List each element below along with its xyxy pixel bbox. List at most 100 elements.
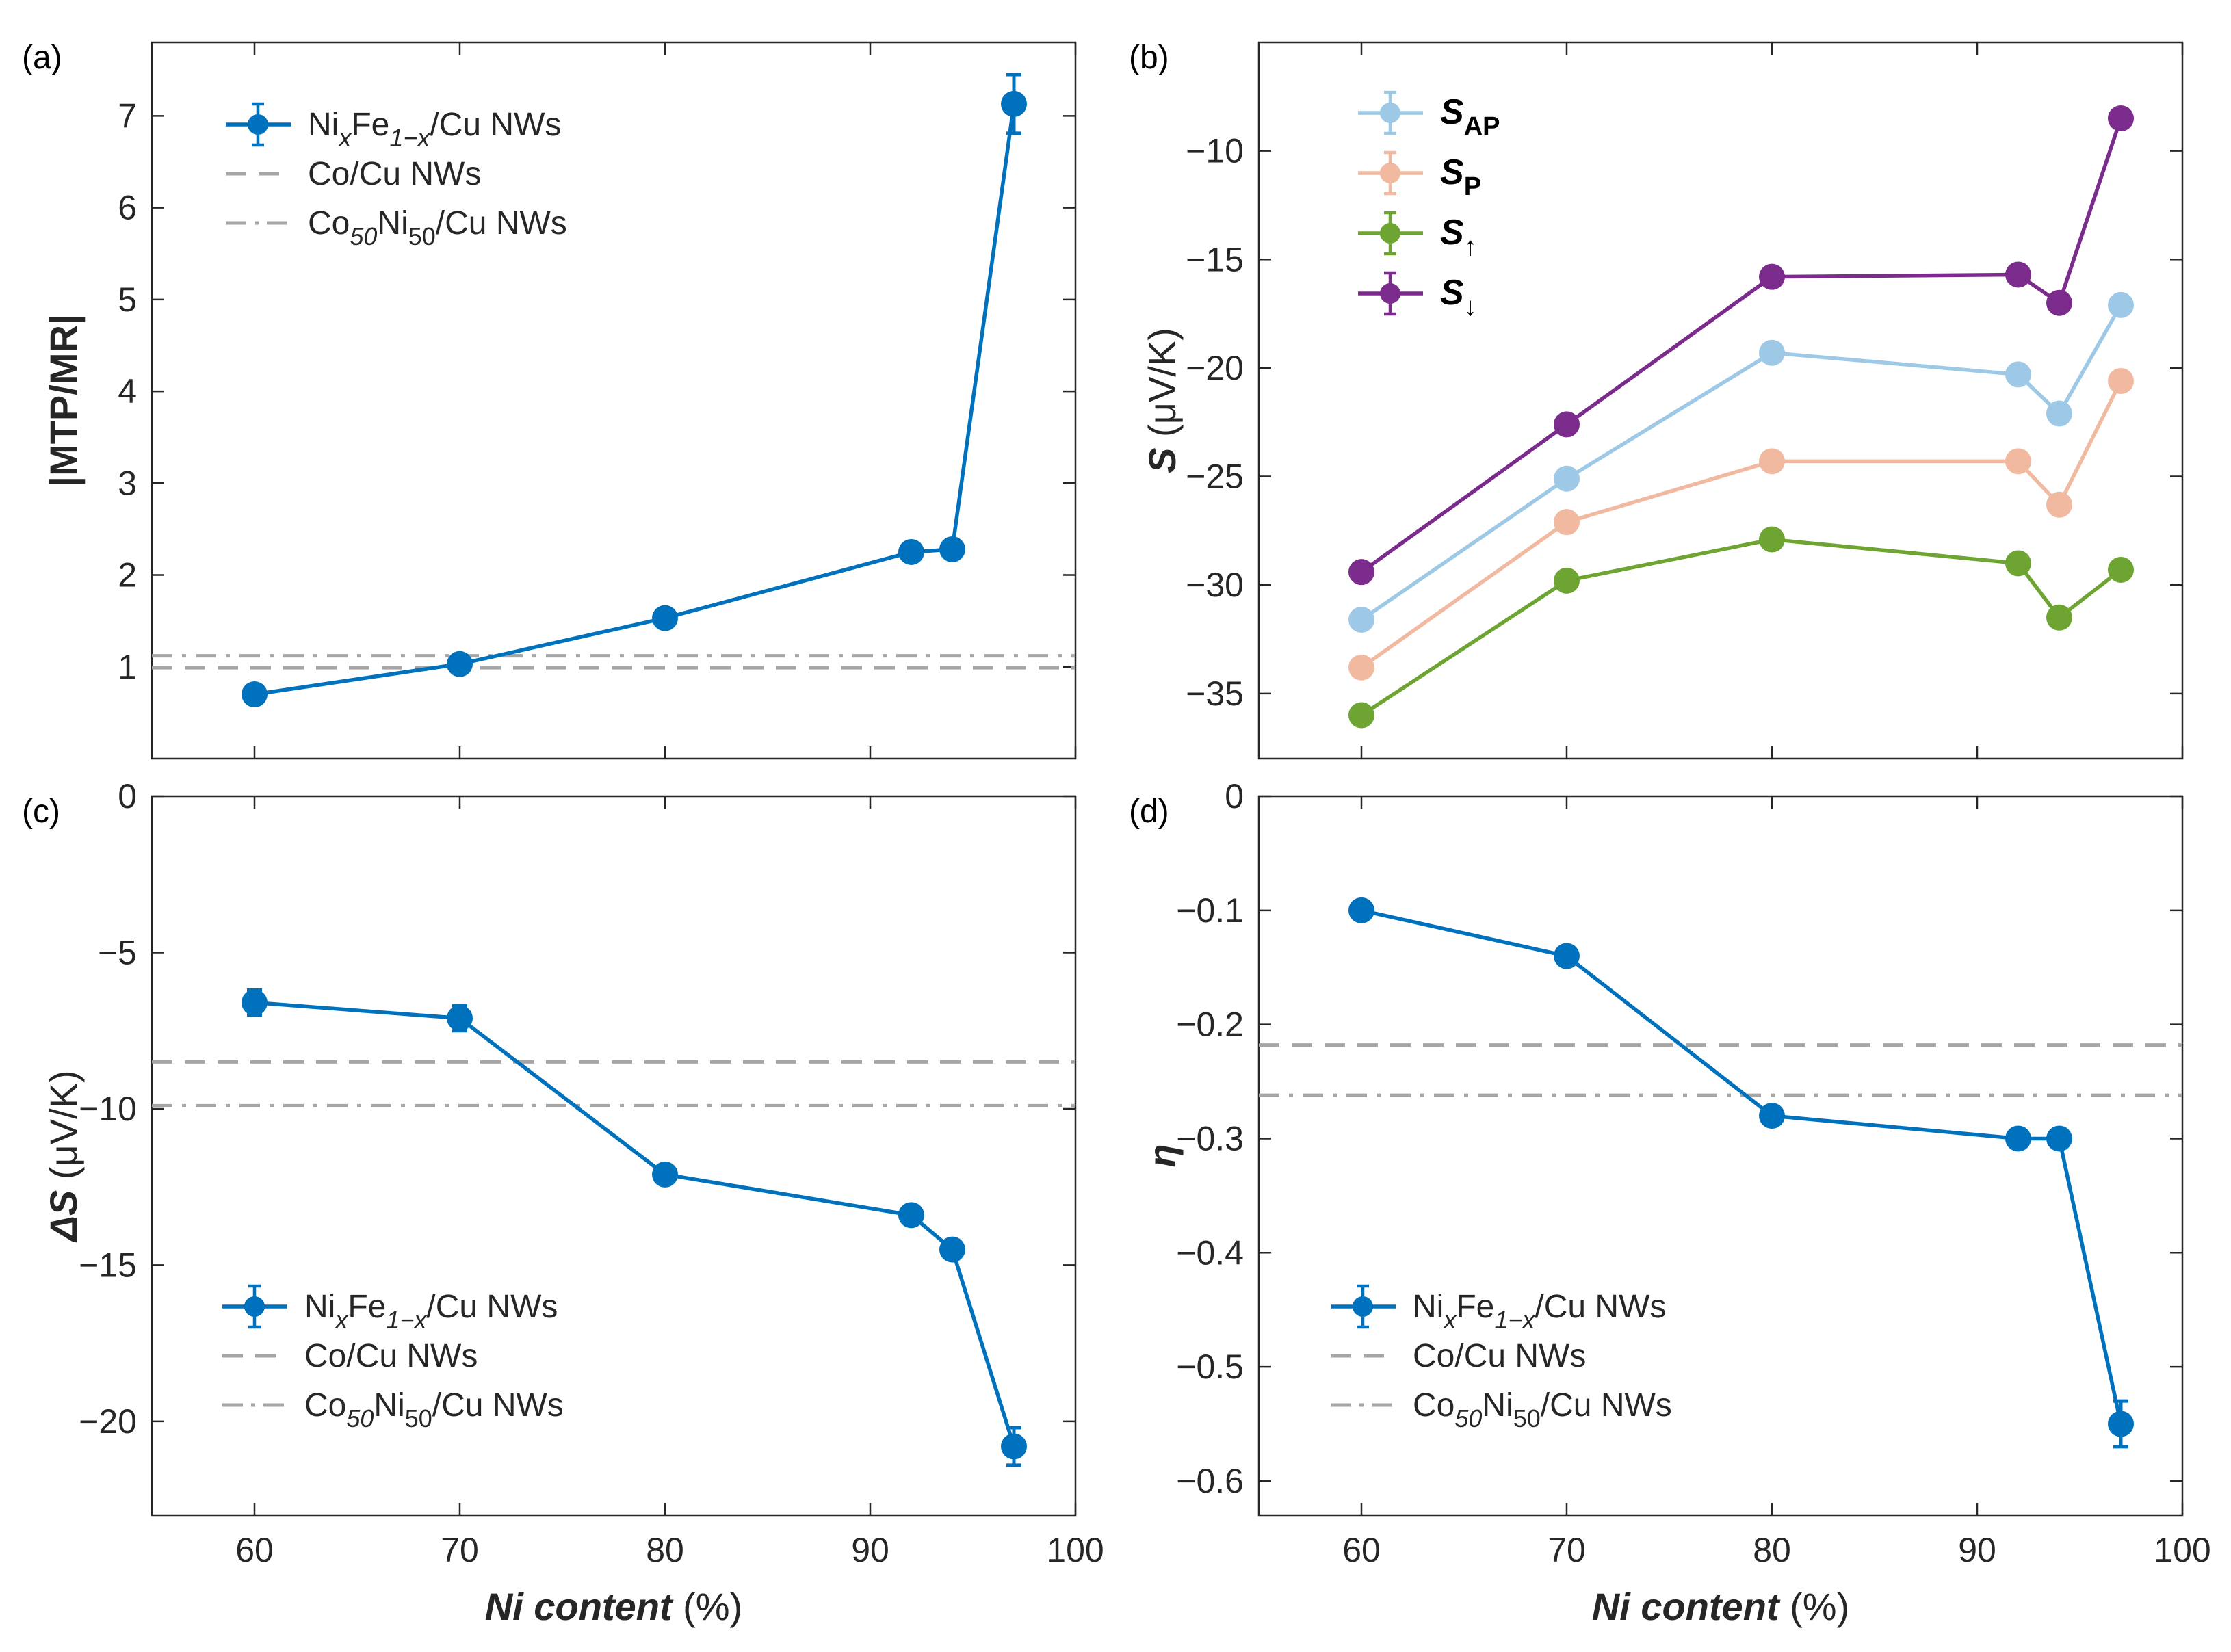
data-point — [1348, 897, 1374, 923]
y-tick-label: −5 — [98, 933, 137, 971]
data-point — [2005, 261, 2031, 288]
legend-label: Co50Ni50/Cu NWs — [308, 205, 567, 250]
x-tick-label: 70 — [441, 1531, 479, 1569]
y-tick-label: −20 — [1186, 349, 1244, 387]
data-point — [2005, 448, 2031, 475]
panel-c: 60 70 80 90 100 0 −5 −10 −15 −20 (c) ΔS (μV/K) Ni co… — [22, 777, 1104, 1628]
panel-label: (c) — [22, 794, 60, 830]
legend-label: Co50Ni50/Cu NWs — [1413, 1387, 1672, 1432]
data-point — [898, 538, 924, 565]
y-tick-label: 4 — [118, 372, 137, 410]
data-point — [447, 651, 473, 677]
x-tick-label: 80 — [1753, 1531, 1791, 1569]
x-axis-label: Ni content (%) — [485, 1585, 742, 1628]
x-tick-label: 60 — [235, 1531, 274, 1569]
legend-label: SAP — [1440, 92, 1500, 141]
x-tick-label: 90 — [851, 1531, 889, 1569]
legend-label: Co/Cu NWs — [308, 156, 481, 192]
x-tick-label: 90 — [1958, 1531, 1996, 1569]
data-point — [1348, 559, 1374, 586]
data-point — [1348, 654, 1374, 681]
y-tick-label: −10 — [1186, 132, 1244, 170]
y-tick-label: −15 — [79, 1246, 137, 1284]
data-point — [898, 1202, 924, 1229]
panel-label: (b) — [1129, 40, 1169, 76]
y-axis-label: |MTP/MR| — [42, 314, 86, 486]
data-point — [2108, 291, 2134, 318]
legend-marker — [1353, 1296, 1373, 1317]
panel-label: (a) — [22, 40, 62, 76]
y-tick-label: 0 — [1225, 777, 1244, 815]
series-line — [1361, 908, 2123, 1425]
data-point — [1759, 526, 1785, 553]
x-tick-label: 60 — [1342, 1531, 1381, 1569]
data-point — [2046, 604, 2072, 631]
legend-label: NixFe1−x/Cu NWs — [304, 1289, 558, 1334]
data-point — [652, 1161, 678, 1188]
x-axis-label: Ni content (%) — [485, 1585, 742, 1628]
data-point — [2005, 550, 2031, 577]
legend-marker — [1380, 103, 1400, 123]
legend-marker — [248, 114, 268, 135]
data-point — [939, 536, 965, 562]
y-tick-label: −0.5 — [1176, 1348, 1244, 1386]
y-tick-label: −0.3 — [1176, 1119, 1244, 1157]
x-tick-label: 100 — [1047, 1531, 1104, 1569]
y-tick-label: 5 — [118, 280, 137, 319]
panel-b: −35 −30 −25 −20 −15 −10 (b) S (μV/K) SAP SP S↑ S↓ — [1129, 40, 2184, 760]
y-axis-label: ΔS (μV/K) — [42, 1070, 85, 1242]
panel-label: (d) — [1129, 794, 1169, 830]
series-line — [1360, 304, 2123, 622]
y-tick-label: −25 — [1186, 458, 1244, 496]
data-point — [1554, 943, 1580, 969]
y-tick-label: −0.6 — [1176, 1462, 1244, 1500]
y-tick-label: 1 — [118, 648, 137, 686]
data-point — [2046, 400, 2072, 427]
y-tick-label: 6 — [118, 189, 137, 227]
y-axis-label: η — [1140, 1144, 1184, 1167]
panel-d: 60 70 80 90 100 0 −0.1 −0.2 −0.3 −0.4 −0.5 −0.6 (d) η… — [1129, 777, 2211, 1628]
y-tick-label: −20 — [79, 1402, 137, 1441]
y-axis-label: S (μV/K) — [1140, 328, 1184, 473]
data-point — [242, 681, 268, 708]
panel-a: 1 2 3 4 5 6 7 (a) |MTP/MR| Ni content (%) NixFe1−x… — [22, 40, 1077, 1628]
data-point — [242, 989, 268, 1016]
data-point — [2005, 1125, 2031, 1152]
data-point — [1001, 90, 1027, 117]
data-point — [2108, 105, 2134, 132]
legend-label: Co/Cu NWs — [1413, 1338, 1586, 1374]
legend-label: NixFe1−x/Cu NWs — [308, 107, 561, 152]
data-point — [2108, 367, 2134, 394]
axes-frame — [1257, 41, 2184, 760]
legend-label: S↓ — [1440, 273, 1477, 322]
axes-frame — [151, 41, 1077, 760]
data-point — [2005, 361, 2031, 388]
y-tick-label: −0.2 — [1176, 1006, 1244, 1044]
y-tick-label: −0.1 — [1176, 891, 1244, 930]
data-point — [1759, 448, 1785, 475]
y-tick-label: 7 — [118, 96, 137, 135]
data-point — [1759, 263, 1785, 290]
data-point — [2108, 1411, 2134, 1437]
y-tick-label: −10 — [79, 1090, 137, 1128]
data-point — [1554, 465, 1580, 492]
data-point — [1348, 702, 1374, 729]
data-point — [2046, 491, 2072, 518]
y-tick-label: −0.4 — [1176, 1233, 1244, 1272]
y-tick-label: 2 — [118, 556, 137, 594]
series-line — [254, 103, 1016, 696]
x-tick-label: 80 — [646, 1531, 684, 1569]
legend-label: Co50Ni50/Cu NWs — [304, 1387, 564, 1432]
data-point — [1554, 509, 1580, 536]
x-tick-label: 100 — [2154, 1531, 2210, 1569]
data-point — [652, 605, 678, 631]
legend-marker — [1380, 223, 1400, 244]
legend-marker — [244, 1296, 265, 1317]
data-point — [1554, 567, 1580, 594]
data-point — [1554, 411, 1580, 438]
data-point — [1759, 339, 1785, 366]
data-point — [447, 1005, 473, 1032]
axes-frame — [1257, 795, 2184, 1517]
data-point — [2046, 1125, 2072, 1152]
